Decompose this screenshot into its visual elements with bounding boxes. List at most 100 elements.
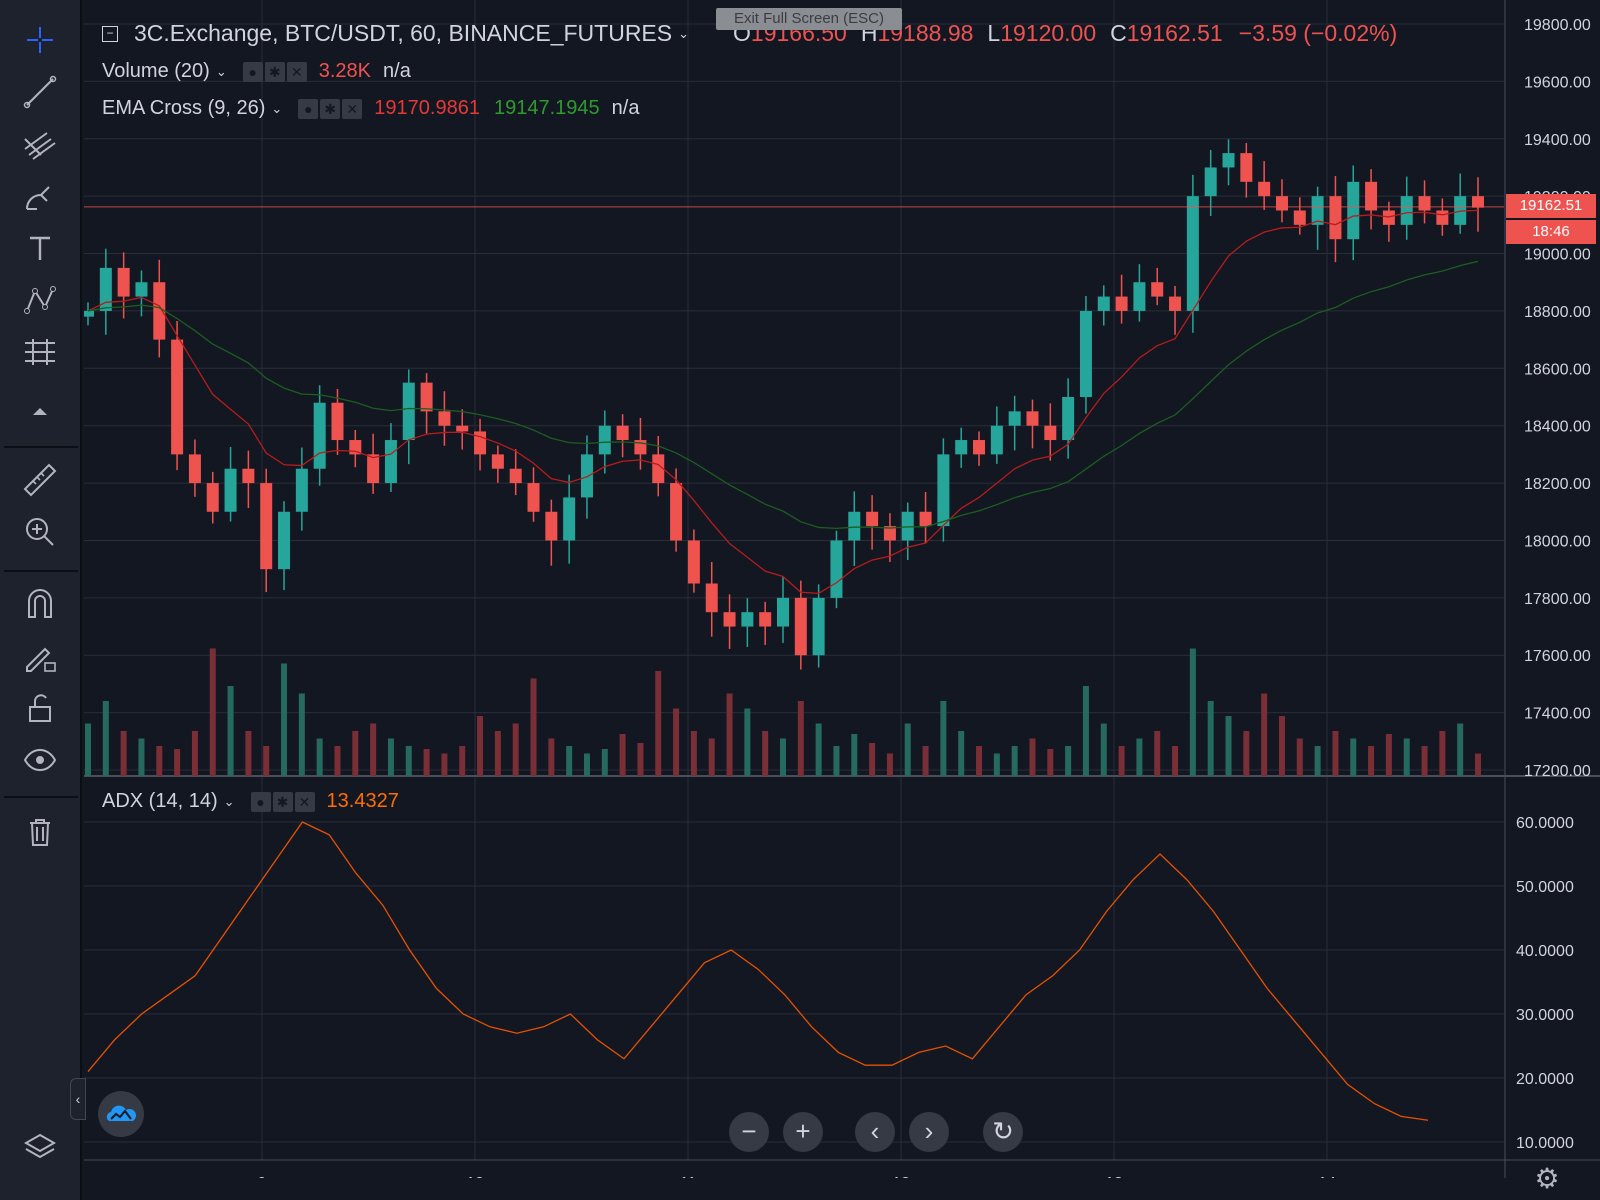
layers-icon[interactable] bbox=[15, 1126, 65, 1170]
price-tick-label: 19400.00 bbox=[1524, 132, 1591, 149]
brush-icon[interactable] bbox=[15, 174, 65, 218]
chevron-down-icon[interactable]: ⌄ bbox=[271, 100, 283, 116]
close-label: C bbox=[1110, 20, 1127, 46]
text-icon[interactable] bbox=[15, 226, 65, 270]
volume-bar bbox=[1100, 723, 1107, 776]
prediction-icon[interactable] bbox=[15, 330, 65, 374]
candle-body bbox=[527, 483, 540, 512]
crosshair-icon[interactable] bbox=[15, 18, 65, 62]
candle-body bbox=[705, 583, 718, 613]
trash-icon[interactable] bbox=[15, 810, 65, 854]
candle-body bbox=[117, 267, 130, 297]
chevron-down-icon[interactable]: ⌄ bbox=[223, 793, 235, 809]
candle-body bbox=[438, 411, 451, 426]
exit-fullscreen-hint[interactable]: Exit Full Screen (ESC) bbox=[716, 8, 902, 30]
volume-bar bbox=[405, 746, 412, 776]
candle-body bbox=[188, 454, 201, 484]
volume-bar bbox=[1439, 731, 1446, 776]
candle-body bbox=[937, 454, 950, 527]
ema-indicator-name[interactable]: EMA Cross (9, 26) bbox=[102, 97, 266, 119]
zoom-in-icon[interactable] bbox=[15, 510, 65, 554]
volume-bar bbox=[1011, 746, 1018, 776]
gear-icon[interactable]: ⚙ bbox=[1534, 1163, 1560, 1194]
candle-body bbox=[456, 425, 469, 432]
candle-body bbox=[474, 431, 487, 455]
candle-body bbox=[99, 267, 112, 311]
volume-na: n/a bbox=[383, 60, 411, 82]
volume-bar bbox=[120, 731, 127, 776]
collapse-legend-icon[interactable]: − bbox=[102, 25, 118, 42]
cloud-logo-icon[interactable] bbox=[98, 1091, 144, 1137]
gear-icon[interactable]: ✱ bbox=[320, 98, 341, 119]
volume-bar bbox=[334, 746, 341, 776]
hide-tools-icon[interactable] bbox=[15, 388, 65, 432]
volume-bar bbox=[1136, 738, 1143, 776]
magnet-icon[interactable] bbox=[15, 582, 65, 626]
ruler-icon[interactable] bbox=[15, 458, 65, 502]
gear-icon[interactable]: ✱ bbox=[272, 791, 293, 812]
candle-body bbox=[1222, 153, 1235, 168]
volume-bar bbox=[1296, 738, 1303, 776]
time-tick-label: 10 bbox=[466, 1175, 484, 1178]
volume-bar bbox=[85, 723, 91, 776]
eye-icon[interactable]: ● bbox=[298, 98, 319, 119]
ema-slow-line bbox=[87, 260, 1479, 530]
candle-body bbox=[580, 454, 593, 498]
eye-icon[interactable] bbox=[15, 738, 65, 782]
volume-bar bbox=[1118, 746, 1125, 776]
zoom-out-button[interactable]: − bbox=[729, 1112, 769, 1152]
volume-bar bbox=[245, 731, 252, 776]
price-tick-label: 19600.00 bbox=[1524, 74, 1591, 91]
volume-bar bbox=[1207, 701, 1214, 776]
close-icon[interactable]: ✕ bbox=[294, 791, 315, 812]
collapse-toolbar-button[interactable]: ‹ bbox=[70, 1078, 86, 1120]
candle-body bbox=[1097, 296, 1110, 311]
pitchfork-icon[interactable] bbox=[15, 122, 65, 166]
pattern-icon[interactable] bbox=[15, 278, 65, 322]
close-icon[interactable]: ✕ bbox=[342, 98, 363, 119]
candle-body bbox=[1151, 282, 1164, 297]
unlock-icon[interactable] bbox=[15, 686, 65, 730]
time-tick-label: 11 bbox=[680, 1175, 697, 1178]
chevron-down-icon[interactable]: ⌄ bbox=[678, 25, 690, 41]
candle-body bbox=[1169, 296, 1182, 311]
candle-body bbox=[1044, 425, 1057, 441]
trend-line-icon[interactable] bbox=[15, 70, 65, 114]
candle-body bbox=[670, 483, 683, 541]
candle-body bbox=[420, 382, 433, 412]
volume-bar bbox=[1403, 738, 1410, 776]
volume-bar bbox=[1082, 686, 1089, 776]
volume-bar bbox=[102, 701, 109, 776]
volume-bar bbox=[459, 746, 466, 776]
volume-indicator-name[interactable]: Volume (20) bbox=[102, 60, 210, 82]
volume-bar bbox=[619, 734, 626, 776]
candle-body bbox=[1365, 181, 1378, 211]
volume-bar bbox=[851, 734, 858, 776]
volume-bar bbox=[993, 753, 1000, 776]
chart-canvas[interactable]: 19800.0019600.0019400.0019200.0019000.00… bbox=[84, 0, 1600, 1178]
ema-fast-line bbox=[87, 209, 1479, 595]
eye-icon[interactable]: ● bbox=[242, 61, 263, 82]
time-tick-label: 14 bbox=[1318, 1175, 1336, 1178]
candle-body bbox=[1311, 196, 1324, 225]
zoom-in-button[interactable]: + bbox=[783, 1112, 823, 1152]
change-value: −3.59 (−0.02%) bbox=[1238, 20, 1398, 46]
eye-icon[interactable]: ● bbox=[250, 791, 271, 812]
volume-bar bbox=[1047, 749, 1054, 776]
chevron-down-icon[interactable]: ⌄ bbox=[215, 63, 227, 79]
volume-bar bbox=[1243, 731, 1250, 776]
reset-chart-button[interactable]: ↻ bbox=[983, 1112, 1023, 1152]
gear-icon[interactable]: ✱ bbox=[264, 61, 285, 82]
candle-body bbox=[1400, 196, 1413, 225]
volume-bar bbox=[904, 723, 911, 776]
close-icon[interactable]: ✕ bbox=[286, 61, 307, 82]
volume-bar bbox=[370, 723, 377, 776]
scroll-left-button[interactable]: ‹ bbox=[855, 1112, 895, 1152]
symbol-title[interactable]: 3C.Exchange, BTC/USDT, 60, BINANCE_FUTUR… bbox=[134, 20, 673, 46]
chart-area[interactable]: 19800.0019600.0019400.0019200.0019000.00… bbox=[84, 0, 1600, 1178]
scroll-right-button[interactable]: › bbox=[909, 1112, 949, 1152]
volume-bar bbox=[583, 753, 590, 776]
lock-drawing-icon[interactable] bbox=[15, 634, 65, 678]
adx-indicator-name[interactable]: ADX (14, 14) bbox=[102, 790, 218, 812]
candle-body bbox=[153, 282, 166, 340]
